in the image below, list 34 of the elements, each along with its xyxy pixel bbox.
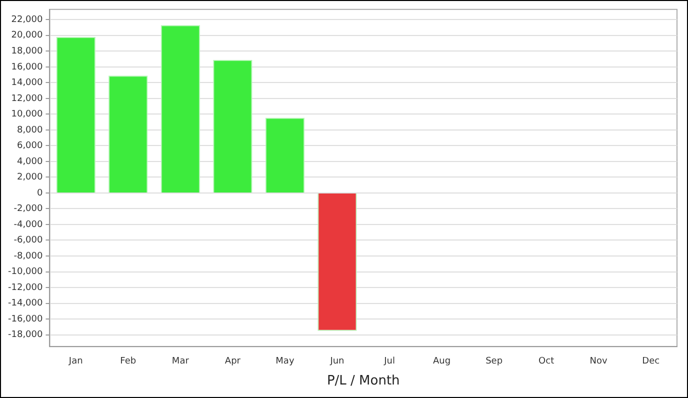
y-tick-label: -2,000	[14, 204, 44, 214]
x-tick-label: Sep	[486, 356, 503, 366]
y-tick-label: -14,000	[8, 298, 43, 309]
y-tick-label: -16,000	[8, 314, 43, 324]
y-tick-label: -12,000	[8, 282, 43, 293]
x-tick-label: Jul	[383, 356, 395, 366]
x-tick-label: Mar	[172, 356, 190, 366]
y-tick-label: 6,000	[16, 141, 44, 152]
y-tick-label: 4,000	[16, 156, 44, 167]
x-tick-label: Feb	[120, 356, 136, 366]
y-tick-label: 14,000	[11, 78, 44, 88]
y-tick-label: -6,000	[14, 236, 44, 246]
x-tick-label: Dec	[642, 356, 660, 366]
y-tick-label: 16,000	[11, 62, 44, 72]
x-tick-label: Oct	[538, 356, 555, 366]
y-tick-label: 12,000	[11, 94, 44, 104]
y-tick-label: -10,000	[8, 267, 43, 278]
x-axis-title: P/L / Month	[326, 374, 400, 389]
x-tick-label: Apr	[224, 356, 241, 366]
x-tick-label: May	[276, 356, 295, 366]
x-tick-label: Nov	[590, 356, 608, 366]
y-tick-label: 18,000	[11, 46, 44, 56]
y-tick-label: 10,000	[11, 110, 44, 120]
x-tick-label: Jun	[329, 356, 344, 366]
y-tick-label: -8,000	[14, 251, 44, 262]
x-tick-label: Aug	[432, 356, 451, 366]
y-tick-label: 2,000	[16, 172, 44, 183]
y-tick-label: 8,000	[16, 125, 44, 136]
y-tick-label: 22,000	[11, 14, 44, 25]
y-tick-label: 20,000	[11, 30, 44, 41]
y-tick-label: -4,000	[14, 220, 44, 230]
x-tick-label: Jan	[68, 356, 83, 366]
y-tick-label: 0	[37, 188, 44, 198]
y-tick-label: -18,000	[8, 330, 43, 340]
